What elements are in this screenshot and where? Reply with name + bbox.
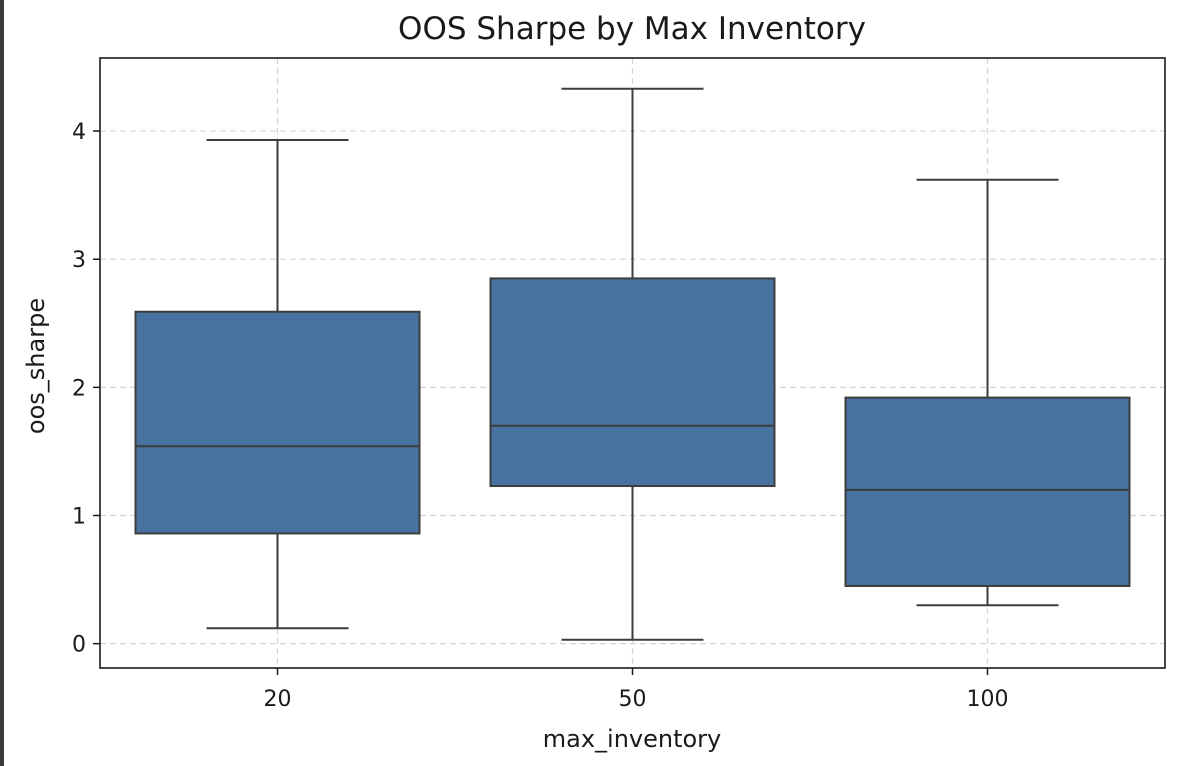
x-axis-label: max_inventory <box>543 725 722 753</box>
box-body <box>134 310 421 535</box>
y-axis-label: oos_sharpe <box>22 298 50 434</box>
x-tick-label: 50 <box>619 687 647 712</box>
chart-title: OOS Sharpe by Max Inventory <box>398 11 866 47</box>
box-body <box>844 396 1131 587</box>
box-group-20 <box>134 139 421 630</box>
box-plot-marks <box>134 87 1131 641</box>
y-tick-label: 4 <box>72 120 86 145</box>
x-tick-label: 20 <box>264 687 292 712</box>
y-tick-label: 1 <box>72 505 86 530</box>
x-tick-label: 100 <box>967 687 1009 712</box>
window-edge <box>0 0 4 766</box>
box-group-50 <box>489 87 776 641</box>
box-body <box>489 277 776 488</box>
axes: 0 1 2 3 4 20 50 100 <box>72 57 1166 712</box>
y-tick-label: 3 <box>72 248 86 273</box>
y-tick-label: 0 <box>72 633 86 658</box>
y-tick-label: 2 <box>72 376 86 401</box>
box-group-100 <box>844 178 1131 607</box>
